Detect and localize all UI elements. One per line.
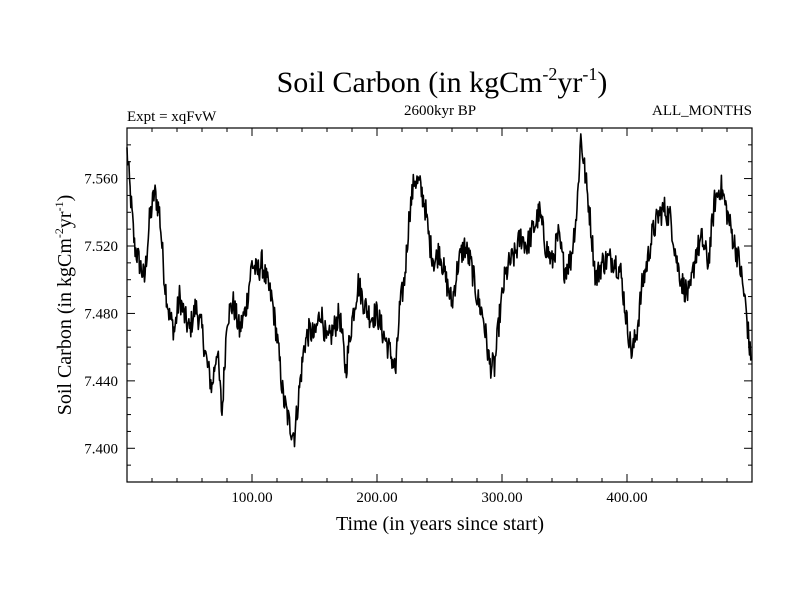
- plot-frame: [126, 127, 753, 483]
- y-axis-label: Soil Carbon (in kgCm-2yr-1): [52, 195, 76, 416]
- subtitle-months: ALL_MONTHS: [652, 103, 752, 119]
- series-line-soil-carbon: [126, 133, 752, 448]
- y-tick-label: 7.560: [84, 172, 118, 188]
- x-axis-ticks: [151, 128, 728, 482]
- x-axis-tick-labels: 100.00 200.00 300.00 400.00: [231, 490, 647, 506]
- y-tick-label: 7.520: [84, 239, 118, 255]
- subtitle-period: 2600kyr BP: [404, 103, 476, 119]
- y-axis-tick-labels: 7.400 7.440 7.480 7.520 7.560: [84, 172, 118, 458]
- x-axis-label: Time (in years since start): [336, 513, 544, 535]
- y-axis-ticks: [127, 144, 752, 466]
- x-tick-label: 100.00: [231, 490, 272, 506]
- x-tick-label: 300.00: [481, 490, 522, 506]
- subtitle-experiment: Expt = xqFvW: [127, 109, 217, 125]
- series-group: [126, 133, 752, 448]
- y-tick-label: 7.480: [84, 306, 118, 322]
- y-tick-label: 7.440: [84, 374, 118, 390]
- x-tick-label: 400.00: [606, 490, 647, 506]
- chart-title: Soil Carbon (in kgCm-2yr-1): [277, 64, 608, 99]
- x-tick-label: 200.00: [356, 490, 397, 506]
- y-tick-label: 7.400: [84, 441, 118, 457]
